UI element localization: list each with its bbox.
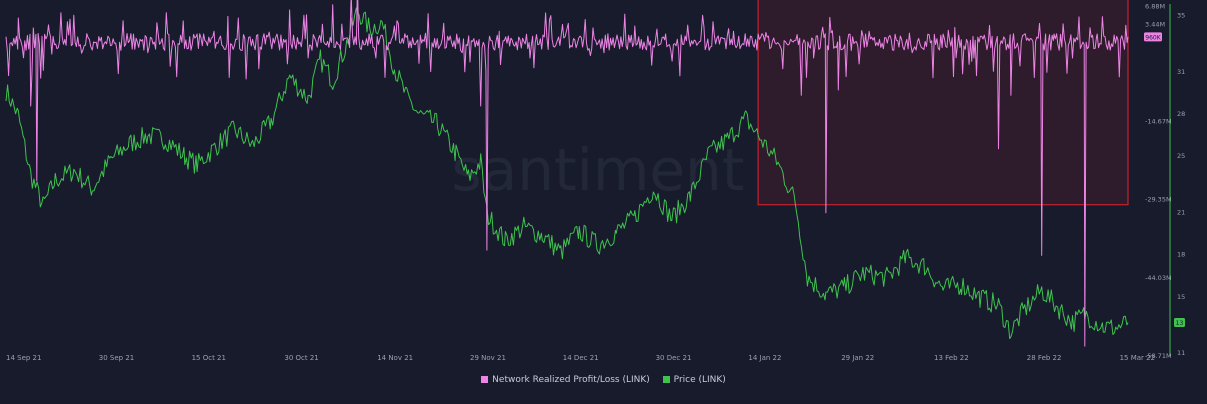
current-badge-price-label: 13 bbox=[1176, 320, 1184, 327]
legend-swatch-price bbox=[662, 376, 670, 383]
watermark-text: santiment bbox=[451, 136, 744, 204]
current-badge-profit-loss bbox=[1144, 32, 1162, 42]
legend-item-realized-profit-loss[interactable]: Network Realized Profit/Loss (LINK) bbox=[481, 375, 650, 385]
current-badge-profit-loss-label: 960K bbox=[1145, 34, 1161, 41]
x-tick-label: 30 Sep 21 bbox=[99, 354, 134, 362]
y-left-tick-label: -44.03M bbox=[1145, 274, 1172, 282]
x-tick-label: 14 Sep 21 bbox=[6, 354, 41, 362]
x-tick-label: 14 Nov 21 bbox=[377, 354, 413, 362]
current-badge-price bbox=[1174, 317, 1185, 327]
y-left-tick-label: -29.35M bbox=[1145, 196, 1172, 204]
y-left-tick-label: 3.44M bbox=[1145, 21, 1165, 29]
x-tick-label: 14 Jan 22 bbox=[748, 354, 781, 362]
y-right-tick-label: 28 bbox=[1177, 110, 1185, 118]
legend-swatch-realized-profit-loss bbox=[481, 376, 489, 383]
y-left-tick-label: 6.88M bbox=[1145, 2, 1165, 10]
x-tick-label: 28 Feb 22 bbox=[1027, 354, 1062, 362]
x-tick-label: 30 Oct 21 bbox=[284, 354, 318, 362]
x-tick-label: 15 Oct 21 bbox=[192, 354, 226, 362]
x-tick-label: 29 Nov 21 bbox=[470, 354, 506, 362]
highlight-region bbox=[757, 0, 1129, 206]
legend-label-price: Price (LINK) bbox=[673, 375, 726, 385]
y-right-tick-label: 15 bbox=[1177, 293, 1185, 301]
y-right-tick-label: 25 bbox=[1177, 152, 1185, 160]
series-line-price bbox=[5, 7, 1129, 340]
series-line-realized-profit-loss bbox=[5, 0, 1129, 347]
y-right-tick-label: 31 bbox=[1177, 68, 1185, 76]
chart-legend: Network Realized Profit/Loss (LINK) Pric… bbox=[0, 375, 1207, 385]
legend-label-realized-profit-loss: Network Realized Profit/Loss (LINK) bbox=[492, 375, 650, 385]
x-tick-label: 30 Dec 21 bbox=[656, 354, 692, 362]
legend-item-price[interactable]: Price (LINK) bbox=[662, 375, 726, 385]
y-right-tick-label: 18 bbox=[1177, 251, 1185, 259]
y-right-tick-label: 11 bbox=[1177, 349, 1185, 357]
y-left-tick-label: -14.67M bbox=[1145, 117, 1172, 125]
y-right-tick-label: 21 bbox=[1177, 208, 1185, 216]
x-tick-label: 14 Dec 21 bbox=[563, 354, 599, 362]
x-tick-label: 13 Feb 22 bbox=[934, 354, 969, 362]
y-right-tick-label: 35 bbox=[1177, 12, 1185, 20]
y-left-tick-label: -58.71M bbox=[1145, 352, 1172, 360]
x-tick-label: 29 Jan 22 bbox=[841, 354, 874, 362]
x-tick-label: 15 Mar 22 bbox=[1120, 354, 1155, 362]
